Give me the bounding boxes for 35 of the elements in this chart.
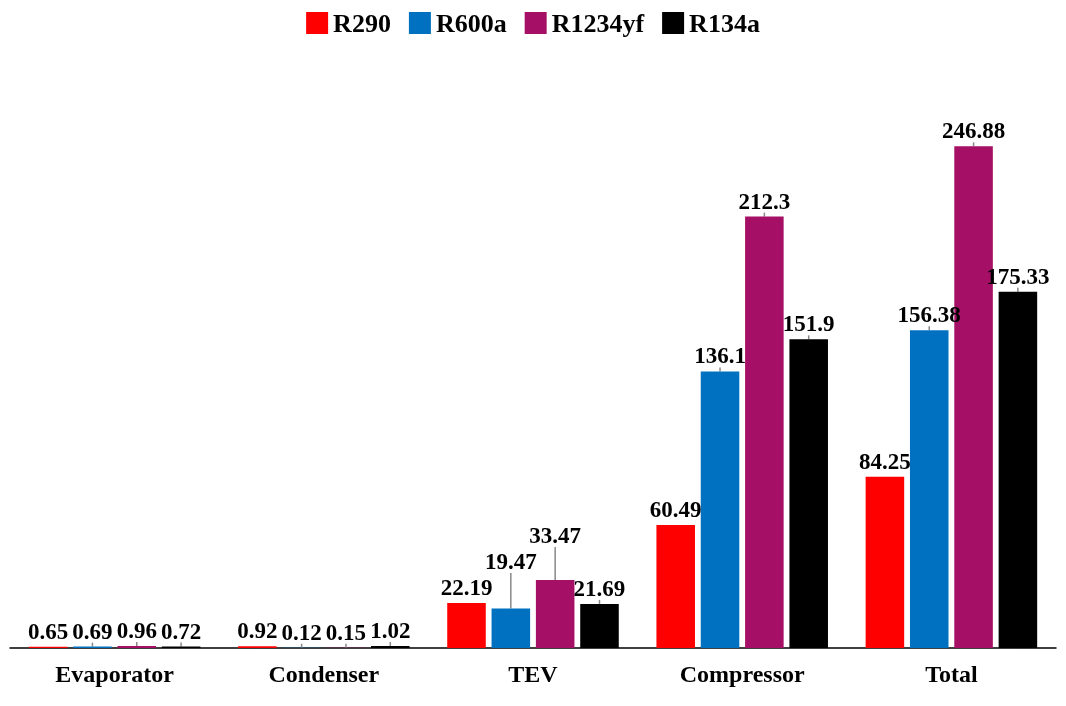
- data-label: 0.92: [237, 618, 278, 644]
- data-label: 19.47: [484, 548, 537, 574]
- bar: [535, 579, 575, 648]
- legend-label: R134a: [689, 8, 760, 38]
- bar: [656, 525, 695, 648]
- data-label: 33.47: [529, 522, 582, 548]
- data-label: 22.19: [440, 574, 493, 600]
- bar: [865, 476, 905, 648]
- x-tick-label: Condenser: [268, 661, 380, 687]
- bar: [447, 602, 486, 648]
- data-label: 136.1: [694, 343, 746, 369]
- bar: [909, 330, 949, 648]
- data-label: 1.02: [370, 617, 411, 643]
- bar: [700, 371, 740, 648]
- bar: [745, 216, 784, 648]
- data-label: 0.69: [72, 618, 113, 644]
- legend-label: R1234yf: [551, 8, 645, 38]
- data-label: 0.65: [27, 618, 69, 644]
- legend-label: R600a: [435, 8, 507, 38]
- data-label: 0.12: [281, 619, 322, 645]
- data-label: 246.88: [941, 118, 1006, 144]
- data-label: 0.15: [325, 619, 367, 645]
- data-label: 84.25: [859, 448, 911, 474]
- x-tick-label: Evaporator: [55, 661, 175, 687]
- bar: [491, 608, 531, 648]
- data-label: 60.49: [649, 497, 702, 523]
- data-label: 21.69: [573, 575, 626, 601]
- data-label: 0.72: [160, 618, 202, 644]
- data-label: 0.96: [116, 618, 157, 644]
- x-tick-label: TEV: [508, 661, 559, 687]
- data-label: 151.9: [782, 311, 835, 337]
- x-tick-label: Total: [925, 661, 978, 687]
- x-tick-label: Compressor: [679, 661, 805, 687]
- data-label: 212.3: [738, 188, 791, 214]
- legend-label: R290: [333, 8, 391, 38]
